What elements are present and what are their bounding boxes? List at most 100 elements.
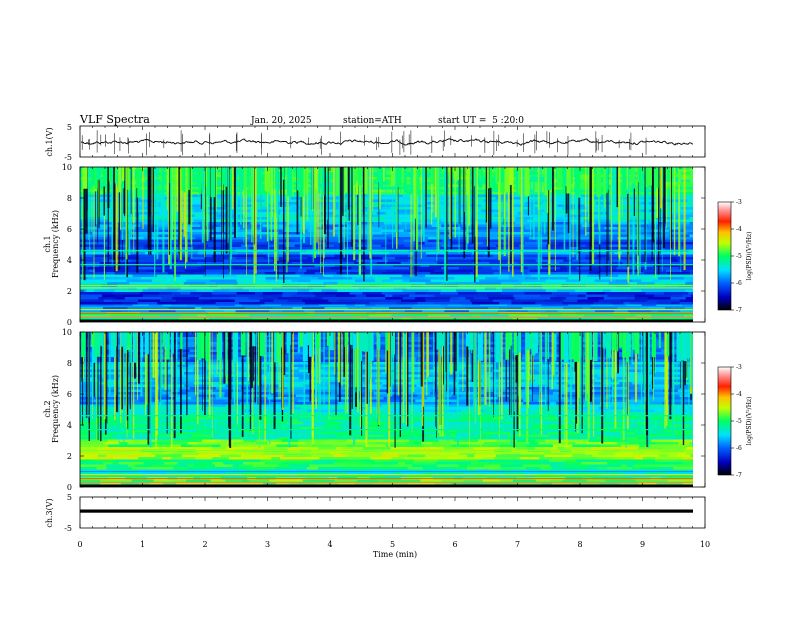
spectrogram-cell bbox=[632, 237, 655, 240]
spectrogram-cell bbox=[660, 280, 671, 283]
spectrogram-cell bbox=[372, 190, 391, 193]
spectrogram-cell bbox=[187, 380, 202, 383]
spectrogram-cell bbox=[226, 275, 237, 278]
spectrogram-haze bbox=[315, 167, 317, 187]
spectrogram-cell bbox=[363, 460, 374, 463]
spectrogram-cell bbox=[282, 257, 307, 260]
spectrogram-streak bbox=[451, 167, 453, 250]
spectrogram-cell bbox=[265, 272, 285, 275]
spectrogram-cell bbox=[517, 440, 536, 443]
spectrogram-haze bbox=[488, 167, 489, 188]
spectrogram-cell bbox=[252, 445, 277, 448]
spectrogram-cell bbox=[363, 202, 381, 205]
spectrogram-cell bbox=[527, 272, 555, 275]
spectrogram-cell bbox=[543, 257, 567, 260]
spectrogram-cell bbox=[291, 367, 299, 370]
spectrogram-cell bbox=[525, 435, 550, 438]
spectrogram-cell bbox=[128, 387, 156, 390]
spectrogram-cell bbox=[246, 235, 271, 238]
spectrogram-cell bbox=[414, 417, 435, 420]
spectrogram-streak bbox=[472, 167, 474, 243]
spectrogram-cell bbox=[106, 455, 118, 458]
spectrogram-cell bbox=[414, 460, 438, 463]
spectrogram-cell bbox=[86, 217, 96, 220]
spectrogram-cell bbox=[201, 295, 213, 298]
spectrogram-cell bbox=[210, 437, 217, 440]
spectrogram-cell bbox=[336, 435, 349, 438]
spectrogram-cell bbox=[95, 270, 110, 273]
spectrogram-cell bbox=[528, 410, 537, 413]
spectrogram-cell bbox=[687, 402, 696, 405]
spectrogram-cell bbox=[677, 455, 691, 458]
spectrogram-cell bbox=[171, 380, 187, 383]
spectrogram-cell bbox=[647, 422, 665, 425]
y-tick-label: 8 bbox=[67, 194, 72, 203]
spectrogram-cell bbox=[569, 277, 593, 280]
spectrogram-cell bbox=[576, 460, 597, 463]
spectrogram-cell bbox=[199, 460, 220, 463]
spectrogram-cell bbox=[157, 302, 178, 305]
spectrogram-cell bbox=[80, 302, 108, 305]
spectrogram-cell bbox=[459, 442, 468, 445]
spectrogram-cell bbox=[488, 422, 506, 425]
spectrogram-cell bbox=[417, 272, 431, 275]
spectrogram-cell bbox=[690, 222, 699, 225]
spectrogram-haze bbox=[292, 167, 294, 197]
spectrogram-cell bbox=[293, 372, 309, 375]
spectrogram-cell bbox=[264, 447, 288, 450]
spectrogram-cell bbox=[531, 275, 555, 278]
spectrogram-cell bbox=[155, 425, 180, 428]
spectrogram-haze bbox=[187, 167, 189, 190]
spectrogram-cell bbox=[501, 267, 528, 270]
spectrogram-cell bbox=[236, 257, 264, 260]
spectrogram-cell bbox=[298, 367, 307, 370]
spectrogram-haze bbox=[287, 167, 292, 196]
spectrogram-cell bbox=[557, 230, 579, 233]
spectrogram-cell bbox=[306, 270, 324, 273]
spectrogram-cell bbox=[257, 242, 268, 245]
spectrogram-cell bbox=[406, 192, 434, 195]
spectrogram-cell bbox=[305, 462, 313, 465]
spectrogram-cell bbox=[303, 422, 328, 425]
spectrogram-cell bbox=[102, 280, 109, 283]
spectrogram-cell bbox=[315, 295, 336, 298]
spectrogram-cell bbox=[516, 445, 527, 448]
spectrogram-cell bbox=[490, 445, 500, 448]
spectrogram-cell bbox=[203, 300, 211, 303]
spectrogram-streak bbox=[307, 167, 309, 221]
spectrogram-cell bbox=[569, 292, 587, 295]
spectrogram-cell bbox=[197, 260, 224, 263]
spectrogram-streak bbox=[637, 167, 638, 270]
spectrogram-cell bbox=[116, 297, 126, 300]
spectrogram-cell bbox=[588, 297, 605, 300]
spectrogram-cell bbox=[378, 215, 405, 218]
spectrogram-cell bbox=[334, 462, 360, 465]
spectrogram-cell bbox=[667, 457, 683, 460]
spectrogram-cell bbox=[194, 272, 205, 275]
spectrogram-haze bbox=[336, 167, 340, 196]
spectrogram-cell bbox=[273, 290, 299, 293]
spectrogram-cell bbox=[256, 440, 281, 443]
spectrogram-cell bbox=[335, 420, 347, 423]
spectrogram-cell bbox=[198, 252, 225, 255]
spectrogram-cell bbox=[390, 282, 417, 285]
spectrogram-cell bbox=[410, 335, 420, 338]
spectrogram-haze bbox=[167, 167, 169, 191]
spectrogram-cell bbox=[334, 437, 362, 440]
spectrogram-cell bbox=[280, 457, 308, 460]
spectrogram-cell bbox=[98, 297, 116, 300]
spectrogram-streak bbox=[369, 167, 371, 259]
spectrogram-cell bbox=[532, 235, 558, 238]
spectrogram-cell bbox=[229, 290, 249, 293]
spectrogram-cell bbox=[104, 447, 118, 450]
header-start-time: start UT = 5 :20:0 bbox=[438, 116, 524, 126]
spectrogram-cell bbox=[102, 295, 116, 298]
spectrogram-cell bbox=[477, 247, 497, 250]
spectrogram-cell bbox=[673, 382, 690, 385]
spectrogram-cell bbox=[557, 447, 564, 450]
spectrogram-cell bbox=[162, 457, 171, 460]
spectrogram-cell bbox=[271, 457, 280, 460]
spectrogram-haze bbox=[690, 167, 693, 184]
spectrogram-cell bbox=[544, 300, 563, 303]
spectrogram-haze bbox=[266, 167, 270, 192]
